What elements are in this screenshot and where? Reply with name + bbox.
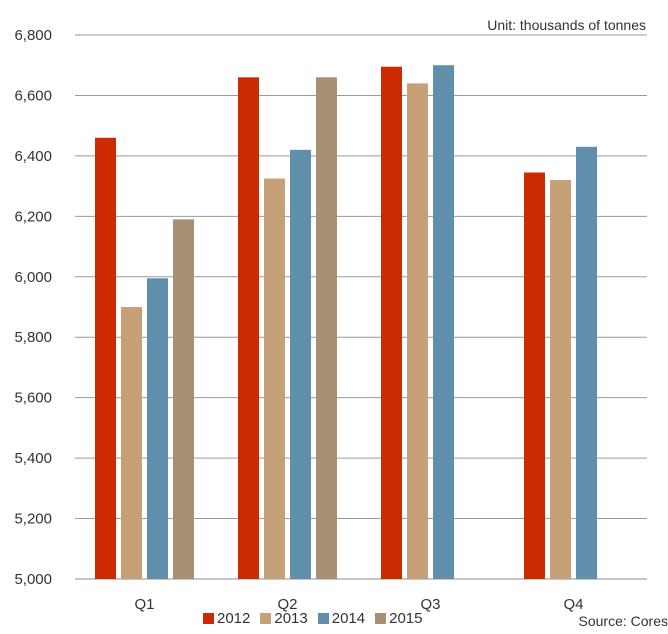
y-tick-label: 6,200: [14, 208, 52, 225]
legend-swatch-2015: [375, 613, 386, 624]
legend-item-2014: 2014: [318, 610, 365, 627]
y-tick-label: 5,400: [14, 450, 52, 467]
bar-2014-Q1: [147, 278, 168, 579]
x-tick-label: Q3: [420, 596, 440, 613]
legend-label-2015: 2015: [389, 610, 422, 627]
y-tick-label: 5,200: [14, 511, 52, 528]
bar-2014-Q2: [290, 150, 311, 579]
source-label: Source: Cores: [579, 613, 668, 629]
unit-label: Unit: thousands of tonnes: [487, 17, 646, 33]
bar-2012-Q3: [381, 67, 402, 579]
bar-2013-Q1: [121, 307, 142, 579]
bar-2015-Q1: [173, 219, 194, 579]
y-tick-label: 5,800: [14, 329, 52, 346]
legend: 2012 2013 2014 2015: [203, 610, 423, 627]
x-tick-label: Q4: [563, 596, 583, 613]
bar-2014-Q3: [433, 65, 454, 579]
bars: [95, 65, 597, 579]
y-tick-label: 6,000: [14, 269, 52, 286]
y-tick-label: 6,800: [14, 27, 52, 44]
bar-2013-Q4: [550, 180, 571, 579]
y-tick-label: 5,600: [14, 390, 52, 407]
bar-2012-Q1: [95, 138, 116, 579]
x-tick-label: Q1: [134, 596, 154, 613]
legend-label-2014: 2014: [332, 610, 365, 627]
legend-item-2013: 2013: [260, 610, 307, 627]
legend-item-2015: 2015: [375, 610, 422, 627]
y-axis: 5,000 5,200 5,400 5,600 5,800 6,000 6,200 6,400…: [14, 27, 52, 588]
legend-item-2012: 2012: [203, 610, 250, 627]
y-tick-label: 6,600: [14, 87, 52, 104]
legend-swatch-2014: [318, 613, 329, 624]
legend-label-2013: 2013: [274, 610, 307, 627]
y-tick-label: 5,000: [14, 571, 52, 588]
y-tick-label: 6,400: [14, 148, 52, 165]
bar-2013-Q2: [264, 179, 285, 579]
bar-2012-Q2: [238, 77, 259, 579]
bar-2015-Q2: [316, 77, 337, 579]
bar-2014-Q4: [576, 147, 597, 579]
legend-swatch-2012: [203, 613, 214, 624]
legend-swatch-2013: [260, 613, 271, 624]
bar-2012-Q4: [524, 173, 545, 579]
bar-2013-Q3: [407, 83, 428, 579]
legend-label-2012: 2012: [217, 610, 250, 627]
